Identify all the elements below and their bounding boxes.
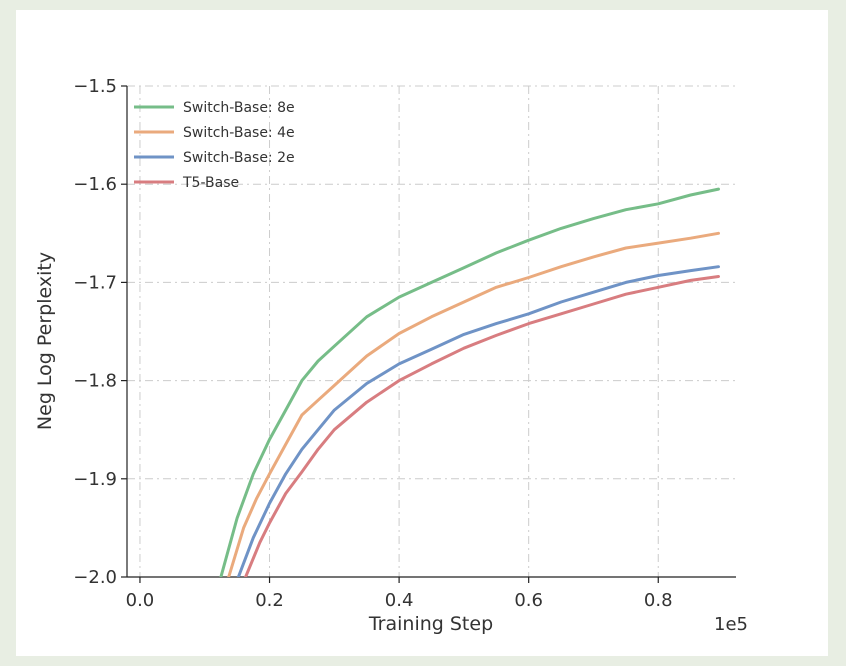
y-tick-label: −1.5 — [73, 76, 117, 97]
y-tick-label: −2.0 — [73, 567, 117, 588]
x-tick-label: 0.8 — [644, 590, 673, 611]
series-line-switch-base-2e — [236, 265, 720, 577]
x-offset-label: 1e5 — [714, 614, 748, 635]
legend-label: Switch-Base: 2e — [183, 150, 295, 166]
y-tick-label: −1.7 — [73, 272, 117, 293]
x-axis-title: Training Step — [368, 613, 493, 635]
x-tick-label: 0.0 — [126, 590, 155, 611]
y-tick-label: −1.9 — [73, 469, 117, 490]
x-tick-label: 0.6 — [514, 590, 543, 611]
legend-label: Switch-Base: 8e — [183, 100, 295, 116]
series-line-switch-base-4e — [227, 231, 720, 577]
chart-svg: 0.0 0.2 0.4 0.6 0.8−2.0−1.9−1.8−1.7−1.6−1.5 … — [34, 76, 748, 635]
series-line-t5-base — [244, 275, 720, 577]
legend: Switch-Base: 8e Switch-Base: 4e Switch-Bas… — [134, 100, 295, 191]
legend-label: Switch-Base: 4e — [183, 125, 295, 141]
series-line-switch-base-8e — [219, 187, 720, 577]
y-tick-label: −1.8 — [73, 371, 117, 392]
x-tick-label: 0.2 — [255, 590, 284, 611]
series-lines — [219, 187, 720, 577]
y-tick-label: −1.6 — [73, 174, 117, 195]
legend-label: T5-Base — [182, 175, 239, 191]
axes: 0.0 0.2 0.4 0.6 0.8 −2.0 −1.9 −1.8 −1.7 −1.6 −1.5 — [73, 76, 736, 611]
x-tick-label: 0.4 — [385, 590, 414, 611]
y-axis-title: Neg Log Perplexity — [34, 252, 56, 430]
chart-panel: 0.0 0.2 0.4 0.6 0.8 −2.0 −1.9 −1.8 −1.7 −1.6 −1.5 … — [16, 10, 828, 656]
